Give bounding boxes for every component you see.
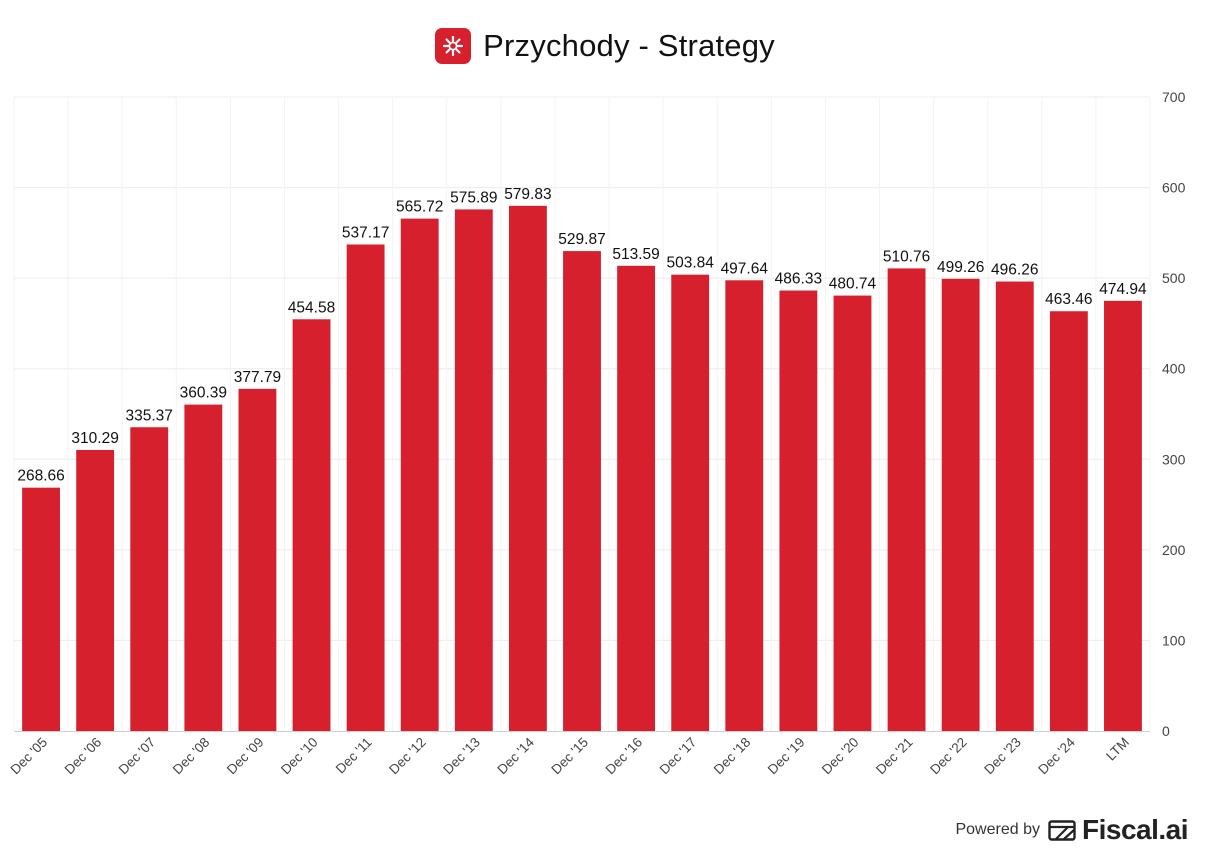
x-tick-label: Dec '13: [440, 735, 483, 778]
bar: [238, 388, 277, 731]
bar-value-label: 454.58: [288, 299, 335, 316]
bar: [671, 274, 710, 731]
y-tick-label: 700: [1162, 89, 1186, 105]
bar-value-label: 480.74: [829, 276, 877, 293]
bar: [1049, 311, 1088, 731]
bar-value-label: 575.89: [450, 189, 497, 206]
bar-value-label: 579.83: [504, 186, 551, 203]
x-tick-label: Dec '06: [62, 735, 105, 778]
bar-value-label: 360.39: [180, 385, 227, 402]
bar-layer: [22, 205, 1142, 731]
bar: [563, 251, 601, 731]
bar: [941, 278, 980, 731]
bar: [508, 205, 547, 731]
bar: [454, 209, 493, 731]
bar: [779, 290, 818, 731]
strategy-logo-icon: [435, 28, 472, 64]
bar-value-label: 463.46: [1045, 291, 1092, 308]
y-tick-label: 400: [1162, 361, 1186, 377]
y-tick-label: 600: [1162, 180, 1186, 196]
bar-value-label: 496.26: [991, 262, 1038, 279]
bar-value-label: 499.26: [937, 259, 984, 276]
x-tick-label: Dec '09: [224, 735, 267, 778]
x-tick-label: Dec '20: [819, 735, 862, 778]
fiscal-ai-brand[interactable]: Fiscal.ai: [1048, 814, 1189, 846]
x-tick-label: Dec '15: [548, 735, 591, 778]
x-tick-label: Dec '18: [711, 735, 754, 778]
bar-value-label: 335.37: [126, 407, 173, 424]
x-tick-label: Dec '10: [278, 735, 321, 778]
bar: [833, 295, 872, 731]
x-tick-label: Dec '22: [927, 735, 970, 778]
bar: [725, 280, 764, 731]
bar-value-label: 377.79: [234, 369, 281, 386]
fiscal-ai-brand-name: Fiscal.ai: [1081, 814, 1189, 845]
bar: [292, 319, 331, 731]
x-tick-label: LTM: [1103, 735, 1132, 764]
y-tick-label: 100: [1162, 632, 1186, 648]
bar: [1104, 300, 1142, 731]
bar-value-label: 537.17: [342, 224, 389, 241]
x-tick-label: Dec '23: [981, 735, 1024, 778]
bar: [617, 265, 656, 731]
bar-value-label: 310.29: [71, 430, 118, 447]
bar-value-label: 268.66: [17, 468, 64, 485]
x-tick-label: Dec '24: [1035, 734, 1078, 777]
x-tick-label: Dec '08: [170, 735, 213, 778]
bar: [400, 218, 439, 731]
bar: [184, 404, 223, 731]
bar: [76, 449, 115, 731]
bar-value-label: 513.59: [612, 246, 659, 263]
bar-value-label: 497.64: [721, 260, 769, 277]
value-label-layer: 268.66 310.29 335.37 360.39 377.79 454.58 537.…: [17, 186, 1147, 485]
x-tick-label: Dec '16: [603, 735, 646, 778]
y-tick-label: 200: [1162, 542, 1186, 558]
fiscal-ai-logo-icon: [1048, 820, 1076, 841]
powered-by-text: Powered by: [955, 821, 1040, 838]
y-tick-label: 300: [1162, 451, 1186, 467]
bar-value-label: 503.84: [666, 255, 714, 272]
x-tick-label: Dec '17: [657, 735, 700, 778]
bar-value-label: 486.33: [775, 271, 822, 288]
x-tick-label: Dec '19: [765, 735, 808, 778]
footer: Powered by Fiscal.ai: [955, 814, 1188, 846]
chart-header: Przychody - Strategy: [0, 24, 1210, 68]
y-tick-label: 0: [1162, 723, 1170, 739]
bar-value-label: 565.72: [396, 199, 443, 216]
bar-value-label: 510.76: [883, 248, 930, 265]
x-tick-label: Dec '05: [7, 735, 50, 778]
x-tick-label: Dec '12: [386, 735, 429, 778]
x-tick-label: Dec '21: [873, 735, 916, 778]
bar-value-label: 474.94: [1099, 281, 1147, 298]
bar: [130, 427, 169, 731]
bar-value-label: 529.87: [558, 231, 605, 248]
x-tick-label: Dec '14: [494, 734, 537, 777]
bar: [22, 487, 60, 731]
x-tick-label: Dec '07: [116, 735, 159, 778]
x-tick-label: Dec '11: [333, 735, 375, 777]
bar: [887, 268, 926, 731]
bar: [995, 281, 1034, 731]
y-tick-label: 500: [1162, 270, 1186, 286]
bar: [346, 244, 385, 731]
chart-title: Przychody - Strategy: [483, 28, 775, 63]
